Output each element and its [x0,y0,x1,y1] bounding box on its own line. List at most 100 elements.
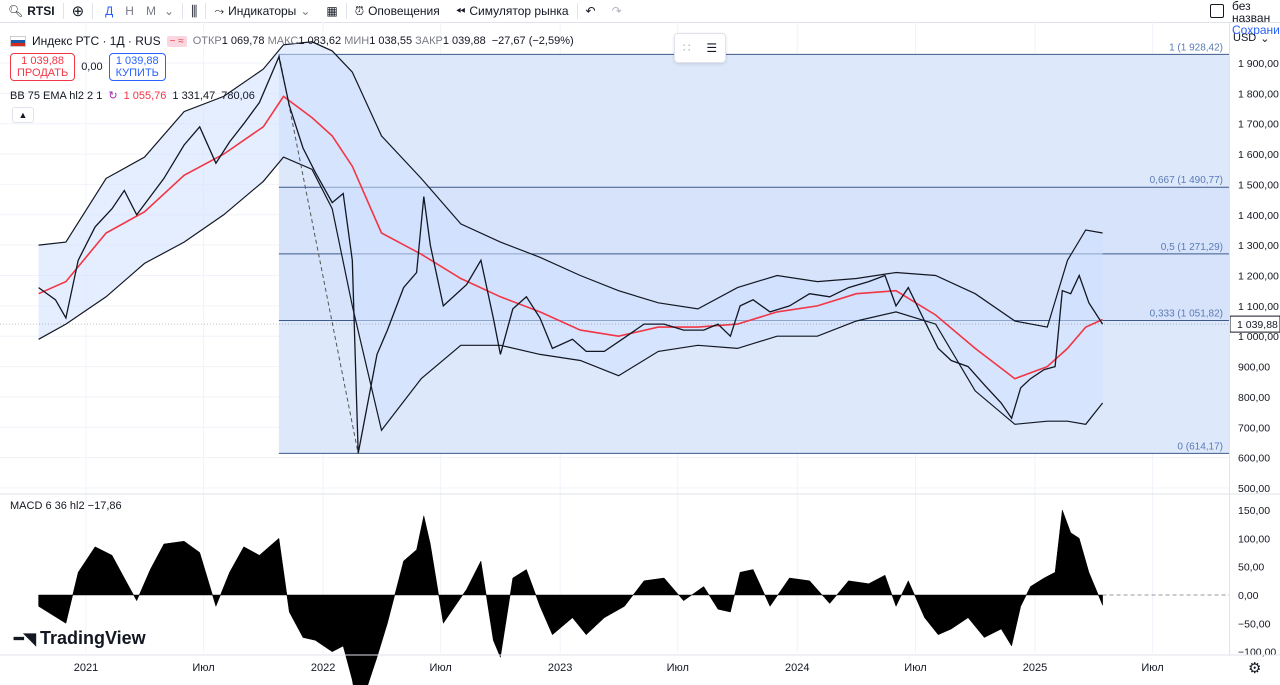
time-axis-label: 2025 [1023,662,1047,674]
macd-axis-label: 100,00 [1238,533,1270,545]
macd-axis-label: 50,00 [1238,562,1264,574]
trade-panel: 1 039,88 ПРОДАТЬ 0,00 1 039,88 КУПИТЬ [10,53,166,81]
close-label: ЗАКР [415,35,443,47]
low-value: 1 038,55 [369,35,413,47]
price-axis-label: 1 200,00 [1238,271,1279,283]
market-status-badge: − ≈ [166,35,187,47]
macd-axis-label: 150,00 [1238,505,1270,517]
indicators-button[interactable]: ⤳ Индикаторы ⌄ [206,0,318,22]
macd-histogram [38,509,1103,685]
time-axis-label: 2021 [74,662,98,674]
open-label: ОТКР [192,35,222,47]
price-axis-label: 1 400,00 [1238,210,1279,222]
layout-save[interactable]: без назван Сохранит [1232,0,1280,36]
price-line [38,54,1104,454]
open-value: 1 069,78 [221,35,265,47]
divider [576,3,578,19]
layouts-button[interactable]: ▦ [318,0,345,22]
alarm-clock-icon: ⏰︎ [354,3,365,18]
sell-button[interactable]: 1 039,88 ПРОДАТЬ [10,53,76,81]
fib-level-label: 0,333 (1 051,82) [1150,308,1223,319]
tv-logo-icon: ━◥ [14,630,36,648]
timeframe-month[interactable]: М [145,4,156,18]
price-axis-label: 1 000,00 [1238,331,1279,343]
time-axis-label: Июл [429,662,451,674]
high-value: 1 083,62 [298,35,342,47]
divider [205,3,207,19]
alerts-button[interactable]: ⏰︎ Оповещения [347,0,448,22]
ohlc-values: ОТКР1 069,78 МАКС1 083,62 МИН1 038,55 ЗА… [193,35,486,47]
redo-button[interactable]: ↷ [604,0,630,22]
timeframe-day[interactable]: Д [105,4,114,18]
symbol-label: RTSI [27,4,55,18]
layout-name: без назван [1232,0,1271,25]
currency-selector[interactable]: USD ⌄ [1233,32,1269,45]
fib-level-label: 0 (614,17) [1177,441,1223,452]
grid-icon: ▦ [326,4,338,18]
drag-handle-icon[interactable]: ∷ [682,41,691,55]
macd-axis-label: −50,00 [1238,618,1271,630]
time-axis-label: Июл [904,662,926,674]
indicators-icon: ⤳ [214,3,225,18]
buy-button[interactable]: 1 039,88 КУПИТЬ [108,53,166,81]
buy-label: КУПИТЬ [115,67,159,79]
checkbox-icon [1210,4,1224,18]
tradingview-logo: ━◥ TradingView [14,628,146,649]
fib-level-label: 0,667 (1 490,77) [1150,175,1223,186]
chevron-down-icon: ⌄ [300,4,311,18]
bb-band-fill [38,41,1103,431]
rewind-icon: ⏪︎ [455,3,466,18]
search-icon: 🔍︎ [8,4,24,18]
time-axis-label: 2023 [548,662,572,674]
price-axis-label: 1 700,00 [1238,119,1279,131]
bb-name: BB 75 EMA hl2 2 1 [10,89,103,102]
save-button[interactable]: Сохранит [1232,23,1280,36]
indicators-label: Индикаторы [228,4,297,18]
bb-basis-value: 1 055,76 [123,89,167,102]
chart-type-button[interactable]: ⫼ [183,0,205,22]
refresh-icon: ↻ [108,90,118,102]
alerts-label: Оповещения [368,4,440,18]
undo-icon: ↶ [585,4,596,18]
compare-button[interactable]: ⊕ [64,0,93,22]
price-axis-label: 1 900,00 [1238,58,1279,70]
divider [345,3,347,19]
change-value: −27,67 (−2,59%) [491,35,574,47]
bb-upper-value: 1 331,47 [172,89,216,102]
macd-legend[interactable]: MACD 6 36 hl2 −17,86 [10,500,122,512]
divider [62,3,64,19]
line-style-icon[interactable]: ☰ [706,41,718,55]
time-axis-label: Июл [667,662,689,674]
chart-canvas[interactable]: 1 (1 928,42) 0,667 (1 490,77) 0,5 (1 271,2… [0,22,1280,685]
close-value: 1 039,88 [442,35,486,47]
chevron-down-icon: ⌄ [1260,33,1270,45]
watchlist-checkbox[interactable] [1202,0,1232,22]
bb-indicator-legend[interactable]: BB 75 EMA hl2 2 1 ↻ 1 055,76 1 331,47 78… [10,89,255,103]
bb-lower-value: 780,06 [221,89,255,102]
gear-icon[interactable]: ⚙︎ [1248,660,1262,677]
symbol-search[interactable]: 🔍︎ RTSI [0,0,63,22]
chevron-up-icon: ▲ [18,110,28,120]
timeframe-week[interactable]: Н [125,4,134,18]
price-axis-label: 800,00 [1238,392,1270,404]
fib-zone [278,54,1230,188]
undo-button[interactable]: ↶ [578,0,604,22]
time-axis-label: Июл [192,662,214,674]
candles-icon: ⫼ [191,2,198,19]
high-label: МАКС [267,35,299,47]
timeframe-group: Д Н М ⌄ [93,0,182,22]
divider [182,3,184,19]
chevron-down-icon[interactable]: ⌄ [163,4,175,18]
macd-axis-label: −100,00 [1238,647,1276,659]
drawing-toolbar[interactable]: ∷ ☰ [674,33,726,63]
last-price-label: 1 039,88 [1237,319,1278,331]
price-axis-label: 1 100,00 [1238,301,1279,313]
redo-icon: ↷ [611,4,622,18]
collapse-legend-button[interactable]: ▲ [12,107,34,123]
buy-price: 1 039,88 [115,55,159,67]
macd-value: −17,86 [87,500,122,512]
macd-name: MACD 6 36 hl2 [10,500,85,512]
price-axis-label: 1 800,00 [1238,88,1279,100]
price-axis-label: 900,00 [1238,362,1270,374]
replay-button[interactable]: ⏪︎ Симулятор рынка [448,0,577,22]
